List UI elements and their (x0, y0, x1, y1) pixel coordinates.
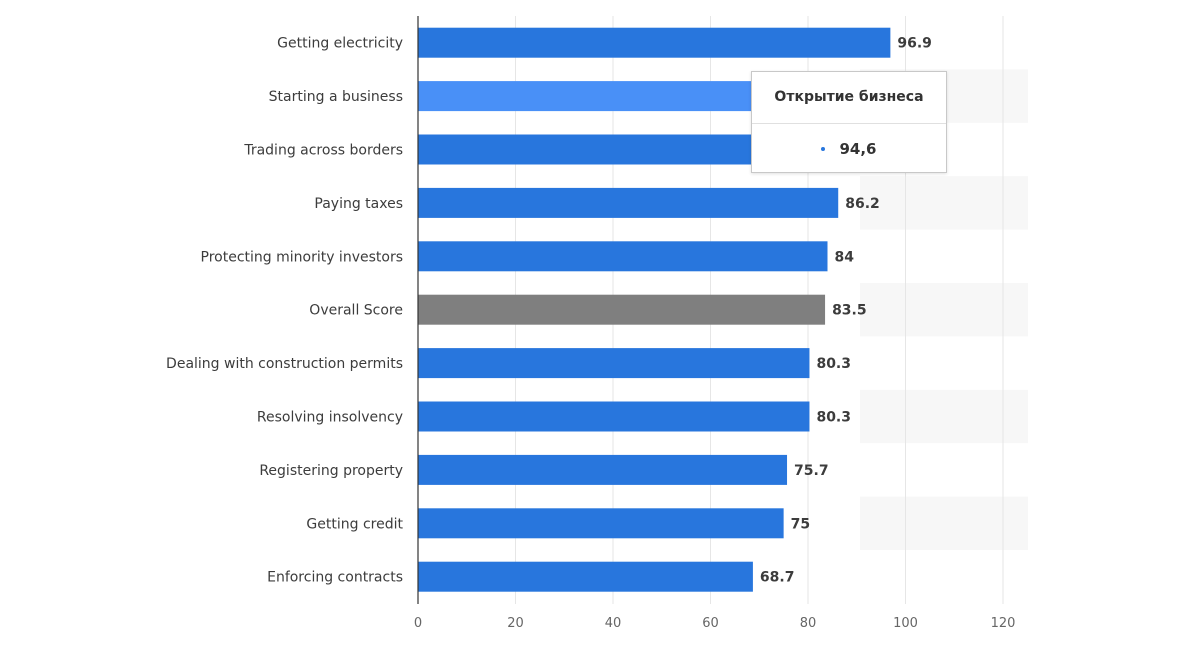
bar[interactable] (418, 348, 810, 379)
category-label: Protecting minority investors (201, 249, 404, 265)
bar[interactable] (418, 294, 826, 325)
row-band (860, 389, 1028, 444)
bar[interactable] (418, 454, 788, 485)
value-label: 75 (791, 516, 810, 532)
bar[interactable] (418, 401, 810, 432)
row-band (860, 176, 1028, 230)
value-label: 86.2 (845, 196, 880, 212)
value-label: 75.7 (794, 463, 829, 479)
bars (418, 27, 891, 592)
category-label: Paying taxes (314, 196, 403, 212)
category-label: Starting a business (269, 89, 403, 105)
value-label: 96.9 (897, 36, 932, 52)
value-label: 83.5 (832, 303, 867, 319)
value-label: 84 (835, 249, 855, 265)
tooltip-title: Открытие бизнеса (752, 72, 946, 124)
x-tick-label: 100 (893, 616, 918, 631)
category-label: Getting credit (306, 516, 403, 532)
bar[interactable] (418, 241, 828, 272)
bar[interactable] (418, 187, 839, 218)
category-label: Resolving insolvency (257, 410, 403, 426)
tooltip: Открытие бизнеса 94,6 (751, 71, 947, 173)
category-label: Enforcing contracts (267, 570, 403, 586)
category-label: Overall Score (309, 303, 403, 319)
tooltip-value: 94,6 (839, 140, 877, 158)
x-axis-ticks: 0 20 40 60 80 100 120 (414, 616, 1016, 631)
row-band (860, 496, 1028, 550)
category-label: Dealing with construction permits (166, 356, 403, 372)
x-tick-label: 60 (702, 616, 719, 631)
category-labels: Getting electricity Starting a business Tr… (166, 36, 403, 586)
tooltip-body: 94,6 (752, 124, 946, 174)
x-tick-label: 0 (414, 616, 422, 631)
row-bands (860, 69, 1028, 550)
x-tick-label: 20 (507, 616, 524, 631)
x-tick-label: 40 (605, 616, 622, 631)
bar[interactable] (418, 27, 891, 58)
x-tick-label: 120 (991, 616, 1016, 631)
category-label: Trading across borders (243, 143, 403, 159)
bar[interactable] (418, 508, 784, 539)
row-band (860, 283, 1028, 337)
x-tick-label: 80 (800, 616, 817, 631)
category-label: Getting electricity (277, 36, 403, 52)
bar[interactable] (418, 561, 753, 592)
category-label: Registering property (259, 463, 403, 479)
value-label: 80.3 (816, 356, 851, 372)
value-labels: 96.9 86.2 84 83.5 80.3 80.3 75.7 75 68.7 (760, 36, 932, 586)
series-marker-icon (821, 147, 826, 151)
value-label: 80.3 (816, 410, 851, 426)
value-label: 68.7 (760, 570, 795, 586)
